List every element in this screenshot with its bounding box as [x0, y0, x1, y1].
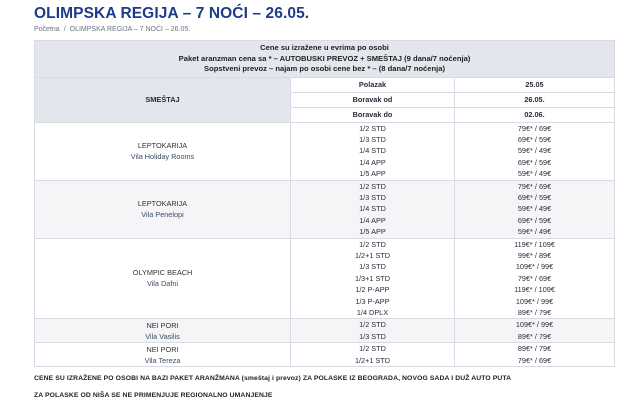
room-types-cell: 1/2 STD 1/3 STD: [290, 318, 455, 344]
price-value: 119€* / 109€: [514, 285, 555, 295]
room-type: 1/2 STD: [359, 123, 386, 133]
price-value: 79€* / 69€: [517, 123, 552, 133]
price-value: 89€* / 79€: [517, 308, 552, 317]
hotel-city: NEI PORI: [146, 344, 179, 354]
hotel-row: OLYMPIC BEACH Vila Dafni 1/2 STD 1/2+1 STD 1…: [34, 237, 615, 320]
hotel-city: OLYMPIC BEACH: [132, 268, 193, 278]
breadcrumb-current: OLIMPSKA REGIJA – 7 NOĆI – 26.05.: [69, 26, 191, 33]
hotel-name: Vila Holiday Rooms: [130, 152, 195, 162]
header-line-1: Cene su izražene u evrima po osobi: [260, 43, 389, 52]
room-types-cell: 1/2 STD 1/2+1 STD 1/3 STD 1/3+1 STD 1/2 P-AP…: [290, 237, 455, 320]
hotel-row: LEPTOKARIJA Vila Holiday Rooms 1/2 STD 1/3 …: [34, 121, 615, 181]
room-type: 1/2 STD: [359, 344, 386, 354]
nis-note: ZA POLASKE OD NIŠA SE NE PRIMENJUJE REGI…: [34, 392, 273, 400]
room-type: 1/3 STD: [359, 331, 386, 341]
price-value: 79€* / 69€: [517, 355, 552, 365]
room-type: 1/2+1 STD: [354, 250, 391, 260]
breadcrumb-home-link[interactable]: Početna: [34, 26, 60, 33]
hotel-row: NEI PORI Vila Tereza 1/2 STD 1/2+1 STD 89€* …: [34, 342, 615, 368]
price-value: 69€* / 59€: [517, 215, 552, 225]
hotel-cell: LEPTOKARIJA Vila Penelopi: [34, 179, 291, 239]
price-note: CENE SU IZRAŽENE PO OSOBI NA BAZI PAKET …: [34, 375, 512, 383]
price-value: 109€* / 99€: [515, 296, 554, 306]
price-value: 69€* / 59€: [517, 157, 552, 167]
hotel-cell: LEPTOKARIJA Vila Holiday Rooms: [34, 121, 291, 181]
room-type: 1/2 P-APP: [355, 285, 390, 295]
price-value: 69€* / 59€: [517, 134, 552, 144]
room-type: 1/3 P-APP: [355, 296, 390, 306]
price-value: 99€* / 89€: [517, 250, 552, 260]
price-value: 59€* / 49€: [517, 169, 552, 179]
header-line-3: Sopstveni prevoz – najam po osobi cene b…: [204, 64, 445, 73]
page-title: OLIMPSKA REGIJA – 7 NOĆI – 26.05.: [34, 5, 310, 22]
hotel-cell: NEI PORI Vila Tereza: [34, 342, 291, 368]
breadcrumb-separator: /: [63, 26, 66, 33]
room-type: 1/4 STD: [359, 146, 386, 156]
room-type: 1/2 STD: [359, 239, 386, 249]
price-value: 59€* / 49€: [517, 204, 552, 214]
polazak-value: 25.05: [454, 76, 615, 93]
price-value: 69€* / 59€: [517, 192, 552, 202]
hotel-name: Vila Penelopi: [141, 210, 184, 220]
price-value: 59€* / 49€: [517, 227, 552, 237]
room-types-cell: 1/2 STD 1/3 STD 1/4 STD 1/4 APP 1/5 APP: [290, 121, 455, 181]
price-value: 79€* / 69€: [517, 181, 552, 191]
hotel-name: Vila Dafni: [146, 279, 179, 289]
boravak-od-row: Boravak od 26.05.: [35, 91, 615, 108]
room-type: 1/4 APP: [359, 157, 386, 167]
price-value: 109€* / 99€: [515, 262, 554, 272]
room-type: 1/5 APP: [359, 227, 386, 237]
hotel-row: LEPTOKARIJA Vila Penelopi 1/2 STD 1/3 STD 1/…: [34, 179, 615, 239]
price-value: 89€* / 79€: [517, 344, 552, 354]
prices-cell: 109€* / 99€ 89€* / 79€: [454, 318, 615, 344]
room-type: 1/2 STD: [359, 320, 386, 330]
price-value: 109€* / 99€: [515, 320, 554, 330]
smestaj-header: SMEŠTAJ: [34, 76, 291, 123]
breadcrumb: Početna / OLIMPSKA REGIJA – 7 NOĆI – 26.05…: [34, 26, 606, 33]
price-value: 79€* / 69€: [517, 273, 552, 283]
prices-cell: 89€* / 79€ 79€* / 69€: [454, 342, 615, 368]
room-type: 1/3+1 STD: [354, 273, 391, 283]
room-type: 1/4 STD: [359, 204, 386, 214]
polazak-row: SMEŠTAJ Polazak 25.05: [34, 76, 615, 123]
prices-cell: 119€* / 109€ 99€* / 89€ 109€* / 99€ 79€* / …: [454, 237, 615, 320]
room-type: 1/2 STD: [359, 181, 386, 191]
hotel-row: NEI PORI Vila Vasilis 1/2 STD 1/3 STD 109€* …: [34, 318, 615, 344]
room-type: 1/3 STD: [359, 262, 386, 272]
room-types-cell: 1/2 STD 1/2+1 STD: [290, 342, 455, 368]
table-header: Cene su izražene u evrima po osobi Paket…: [34, 40, 615, 78]
boravak-od-label: Boravak od: [290, 91, 455, 108]
boravak-do-value: 02.06.: [454, 106, 615, 123]
room-type: 1/2+1 STD: [354, 355, 391, 365]
boravak-od-value: 26.05.: [454, 91, 615, 108]
prices-cell: 79€* / 69€ 69€* / 59€ 59€* / 49€ 69€* / 59€…: [454, 121, 615, 181]
room-type: 1/3 STD: [359, 192, 386, 202]
table-header-row: Cene su izražene u evrima po osobi Paket…: [34, 40, 615, 78]
hotel-cell: NEI PORI Vila Vasilis: [34, 318, 291, 344]
room-type: 1/5 APP: [359, 169, 386, 179]
price-table: Cene su izražene u evrima po osobi Paket…: [34, 40, 615, 368]
polazak-label: Polazak: [290, 76, 455, 93]
hotel-cell: OLYMPIC BEACH Vila Dafni: [34, 237, 291, 320]
hotel-name: Vila Vasilis: [145, 331, 180, 341]
room-type: 1/3 STD: [359, 134, 386, 144]
price-value: 59€* / 49€: [517, 146, 552, 156]
prices-cell: 79€* / 69€ 69€* / 59€ 59€* / 49€ 69€* / 59€…: [454, 179, 615, 239]
room-type: 1/4 APP: [359, 215, 386, 225]
price-value: 89€* / 79€: [517, 331, 552, 341]
room-type: 1/4 DPLX: [356, 308, 389, 317]
header-line-2: Paket aranzman cena sa * – AUTOBUSKI PRE…: [178, 53, 471, 63]
hotel-city: LEPTOKARIJA: [137, 199, 188, 209]
price-value: 119€* / 109€: [514, 239, 555, 249]
boravak-do-label: Boravak do: [290, 106, 455, 123]
hotel-city: NEI PORI: [146, 320, 179, 330]
room-types-cell: 1/2 STD 1/3 STD 1/4 STD 1/4 APP 1/5 APP: [290, 179, 455, 239]
hotel-name: Vila Tereza: [144, 355, 181, 365]
hotel-city: LEPTOKARIJA: [137, 141, 188, 151]
